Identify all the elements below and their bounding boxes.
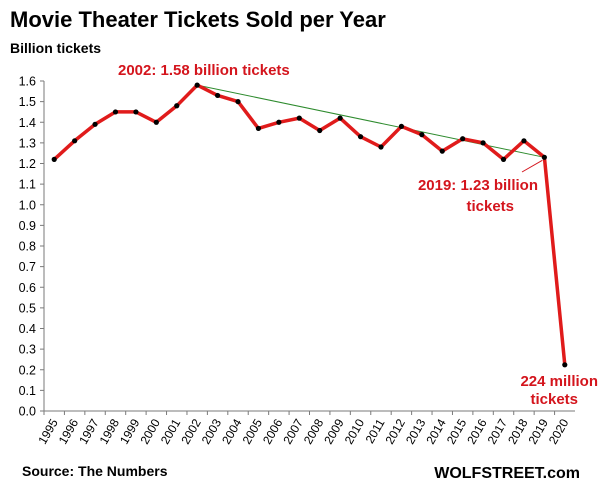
x-ticks: 1995199619971998199920002001200220032004… [35, 411, 572, 447]
x-tick-label: 2012 [383, 416, 409, 446]
data-point [51, 156, 57, 162]
brand-label: WOLFSTREET.com [434, 465, 580, 482]
annotation-y2020-line: tickets [530, 391, 578, 408]
y-axis-label: Billion tickets [10, 40, 101, 56]
data-point [133, 109, 139, 115]
x-tick-label: 1998 [97, 416, 123, 446]
x-tick-label: 1997 [76, 416, 102, 446]
x-tick-label: 2013 [403, 416, 429, 446]
y-tick-label: 0.7 [19, 260, 36, 274]
x-tick-label: 2014 [423, 416, 449, 446]
y-tick-label: 0.1 [19, 384, 36, 398]
data-point [276, 119, 282, 125]
data-point [255, 125, 262, 132]
x-tick-label: 2001 [158, 416, 184, 446]
trendline [197, 84, 545, 158]
x-tick-label: 2016 [464, 416, 490, 446]
x-tick-label: 1999 [117, 416, 143, 446]
y-tick-label: 1.5 [19, 95, 36, 109]
y-tick-label: 1.6 [19, 75, 36, 89]
data-point [419, 132, 425, 138]
y-tick-label: 0.8 [19, 240, 36, 254]
x-tick-label: 2009 [321, 416, 347, 446]
y-tick-label: 0.3 [19, 343, 36, 357]
data-point [480, 140, 486, 146]
data-point [112, 109, 119, 115]
x-tick-label: 2006 [260, 416, 286, 446]
x-tick-label: 2002 [178, 416, 204, 446]
data-point [235, 99, 241, 105]
y-tick-label: 1.1 [19, 178, 36, 192]
data-point [153, 119, 159, 125]
y-tick-label: 0.5 [19, 301, 36, 315]
x-tick-label: 2020 [546, 416, 572, 446]
data-point [357, 134, 364, 140]
y-tick-label: 0.9 [19, 219, 36, 233]
data-point [398, 123, 405, 129]
y-tick-label: 0.0 [19, 405, 36, 419]
trendline-group [197, 84, 545, 158]
y-tick-label: 1.2 [19, 157, 36, 171]
data-point [521, 138, 527, 144]
annotations: 2002: 1.58 billion tickets 2019: 1.23 bil… [118, 62, 598, 408]
data-point [174, 103, 180, 109]
data-point [460, 136, 466, 142]
x-tick-label: 2005 [240, 416, 266, 446]
x-tick-label: 2018 [505, 416, 531, 446]
data-point [194, 82, 200, 88]
data-point [214, 92, 221, 99]
annotation-pointer-2019 [521, 159, 543, 173]
annotation-y2019-line: tickets [466, 198, 514, 215]
annotation-y2019-line: 2019: 1.23 billion [418, 177, 538, 194]
data-point [337, 115, 343, 121]
x-tick-label: 2017 [485, 416, 511, 446]
source-note: Source: The Numbers [22, 463, 168, 479]
x-tick-label: 2000 [137, 416, 163, 446]
data-point [92, 121, 98, 127]
data-point [72, 138, 78, 144]
x-tick-label: 1995 [35, 416, 61, 446]
axes [43, 81, 575, 412]
annotation-y2020-line: 224 million [520, 373, 598, 390]
y-tick-label: 0.4 [19, 322, 36, 336]
series-group [51, 82, 568, 368]
series-line [52, 83, 567, 367]
y-ticks: 0.0 0.1 0.2 0.3 0.4 0.5 0.6 0.7 0.8 0.9 1.0 1.1 1.2 1… [19, 75, 44, 419]
data-point [439, 148, 445, 154]
data-point [378, 144, 384, 150]
data-point [562, 362, 568, 368]
annotation-peak-line: 2002: 1.58 billion tickets [118, 62, 290, 79]
data-point [500, 156, 507, 162]
data-point [296, 115, 302, 121]
x-tick-label: 2008 [301, 416, 327, 446]
x-tick-label: 2010 [342, 416, 368, 446]
data-point [541, 154, 547, 160]
x-tick-label: 2019 [525, 416, 551, 446]
x-tick-label: 2015 [444, 416, 470, 446]
data-point [317, 127, 323, 134]
x-tick-label: 1996 [56, 416, 82, 446]
y-tick-label: 1.4 [19, 116, 36, 130]
y-tick-label: 1.3 [19, 136, 36, 150]
y-tick-label: 0.6 [19, 281, 36, 295]
y-tick-label: 1.0 [19, 198, 36, 212]
x-tick-label: 2003 [199, 416, 225, 446]
x-tick-label: 2007 [280, 416, 306, 446]
x-tick-label: 2004 [219, 416, 245, 446]
y-tick-label: 0.2 [19, 363, 36, 377]
chart-title: Movie Theater Tickets Sold per Year [10, 7, 386, 32]
